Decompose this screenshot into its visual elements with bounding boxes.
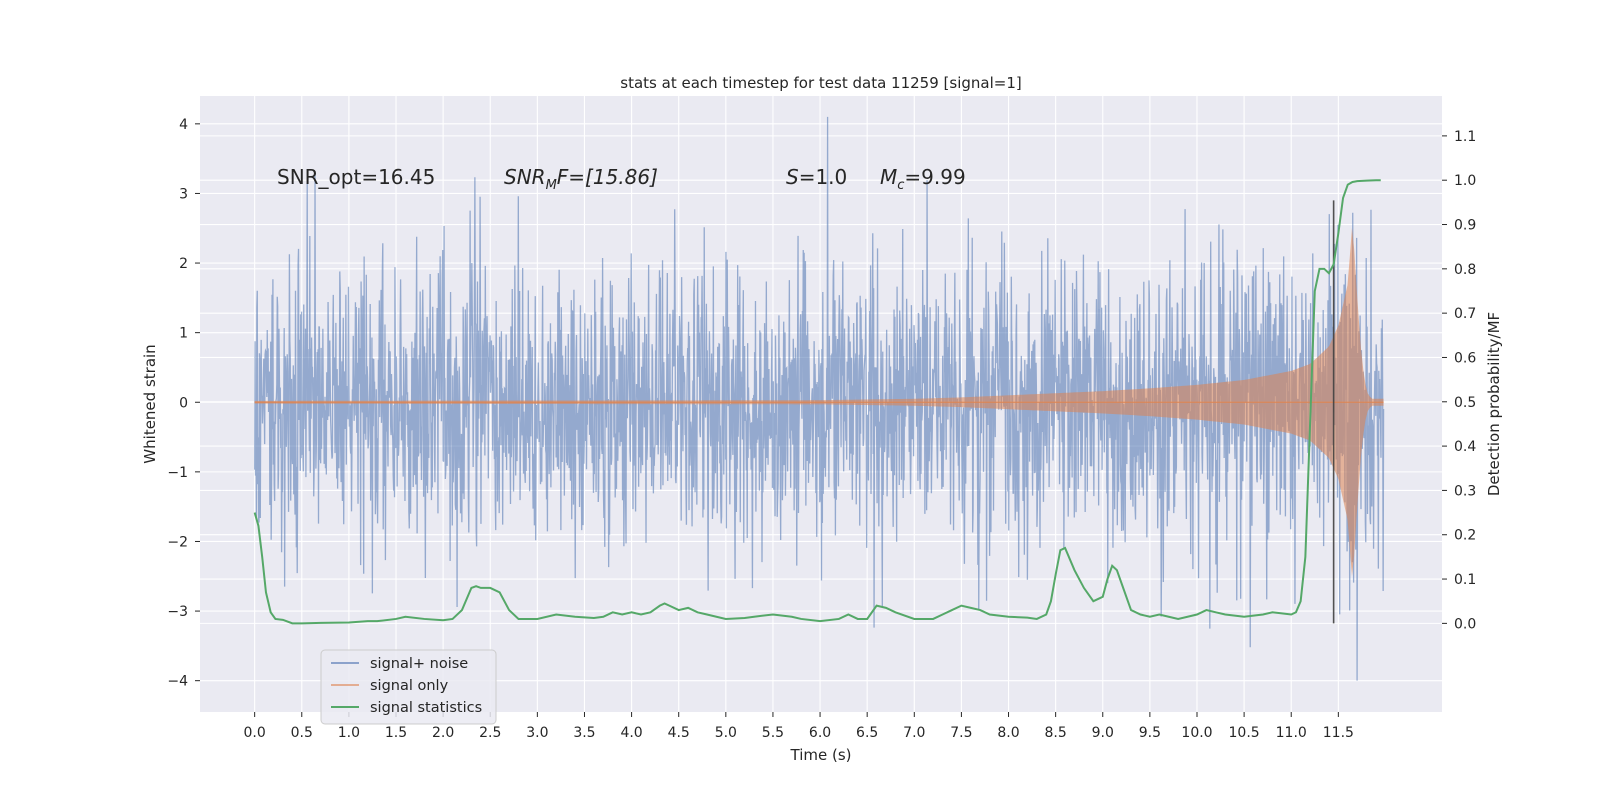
chart-title: stats at each timestep for test data 112… (620, 74, 1021, 92)
y-left-tick-label: −2 (167, 534, 188, 550)
y-left-tick-label: −1 (167, 465, 188, 481)
x-axis-ticks: 0.0 0.5 1.0 1.5 2.0 2.5 3.0 3.5 4.0 4.5 5.0 5.5 6.0 6… (244, 712, 1354, 741)
x-tick-label: 6.5 (856, 725, 878, 741)
x-tick-label: 6.0 (809, 725, 831, 741)
y-axis-label-right: Detection probability/MF (1485, 312, 1503, 496)
left-axis-ticks: 4 3 2 1 0 −1 −2 −3 −4 (167, 117, 200, 690)
x-tick-label: 1.5 (385, 725, 407, 741)
annotation-snr-mf: SNRMF=[15.86] (504, 165, 658, 193)
x-tick-label: 2.0 (432, 725, 454, 741)
x-tick-label: 9.5 (1139, 725, 1161, 741)
y-right-tick-label: 0.0 (1454, 616, 1476, 632)
annotation-mc-val: =9.99 (904, 165, 965, 189)
y-right-tick-label: 0.3 (1454, 483, 1476, 499)
y-right-tick-label: 0.7 (1454, 306, 1476, 322)
x-tick-label: 10.0 (1181, 725, 1212, 741)
x-tick-label: 11.5 (1323, 725, 1354, 741)
x-tick-label: 4.5 (668, 725, 690, 741)
annotation-mc: Mc=9.99 (880, 165, 966, 193)
x-tick-label: 7.0 (903, 725, 925, 741)
legend-box (320, 649, 497, 725)
x-tick-label: 11.0 (1276, 725, 1307, 741)
x-tick-label: 1.0 (338, 725, 360, 741)
y-left-tick-label: −3 (167, 604, 188, 620)
y-right-tick-label: 0.1 (1454, 572, 1476, 588)
y-right-tick-label: 0.4 (1454, 439, 1476, 455)
y-right-tick-label: 1.1 (1454, 129, 1476, 145)
x-tick-label: 8.0 (997, 725, 1019, 741)
series-signal-statistics (253, 179, 1381, 625)
x-tick-label: 10.5 (1229, 725, 1260, 741)
annotation-snr-mf-base: SNR (504, 165, 546, 189)
x-tick-label: 3.5 (573, 725, 595, 741)
y-left-tick-label: 0 (179, 395, 188, 411)
y-left-tick-label: −4 (167, 674, 188, 690)
y-left-tick-label: 2 (179, 256, 188, 272)
legend: signal+ noise signal only signal statist… (320, 649, 497, 725)
y-right-tick-label: 0.6 (1454, 350, 1476, 366)
y-left-tick-label: 4 (179, 117, 188, 133)
y-axis-label-left: Whitened strain (141, 344, 159, 463)
y-right-tick-label: 0.2 (1454, 528, 1476, 544)
series-layer (253, 116, 1385, 681)
annotation-s: S=1.0 (786, 165, 847, 189)
x-tick-label: 8.5 (1045, 725, 1067, 741)
x-tick-label: 0.5 (291, 725, 313, 741)
annotation-snr-mf-sub: M (546, 178, 557, 193)
annotations: SNR_opt=16.45 SNRMF=[15.86] S=1.0 Mc=9.9… (277, 165, 966, 193)
legend-label-signal-only: signal only (370, 678, 449, 694)
y-left-tick-label: 3 (179, 186, 188, 202)
x-tick-label: 4.0 (620, 725, 642, 741)
y-right-tick-label: 0.5 (1454, 395, 1476, 411)
x-tick-label: 3.0 (526, 725, 548, 741)
x-tick-label: 9.0 (1092, 725, 1114, 741)
signal-noise-trace (254, 116, 1385, 681)
annotation-s-val: =1.0 (799, 165, 848, 189)
y-right-tick-label: 0.9 (1454, 218, 1476, 234)
x-tick-label: 7.5 (950, 725, 972, 741)
x-tick-label: 0.0 (244, 725, 266, 741)
x-tick-label: 5.5 (762, 725, 784, 741)
y-right-tick-label: 1.0 (1454, 173, 1476, 189)
x-axis-label: Time (s) (790, 746, 852, 764)
annotation-mc-sub: c (897, 178, 904, 193)
annotation-s-var: S (786, 165, 799, 189)
x-tick-label: 5.0 (715, 725, 737, 741)
y-left-tick-label: 1 (179, 326, 188, 342)
series-signal-noise (254, 116, 1385, 681)
annotation-mc-var: M (880, 165, 897, 189)
x-tick-label: 2.5 (479, 725, 501, 741)
annotation-snr-opt: SNR_opt=16.45 (277, 165, 435, 189)
y-right-tick-label: 0.8 (1454, 262, 1476, 278)
legend-label-signal-statistics: signal statistics (370, 700, 482, 716)
annotation-snr-mf-rest: F=[15.86] (557, 165, 658, 189)
series-signal-only (254, 228, 1384, 577)
right-axis-ticks: 1.1 1.0 0.9 0.8 0.7 0.6 0.5 0.4 0.3 0.2 0.1 0.0 (1442, 129, 1476, 632)
legend-label-signal-noise: signal+ noise (370, 656, 468, 672)
